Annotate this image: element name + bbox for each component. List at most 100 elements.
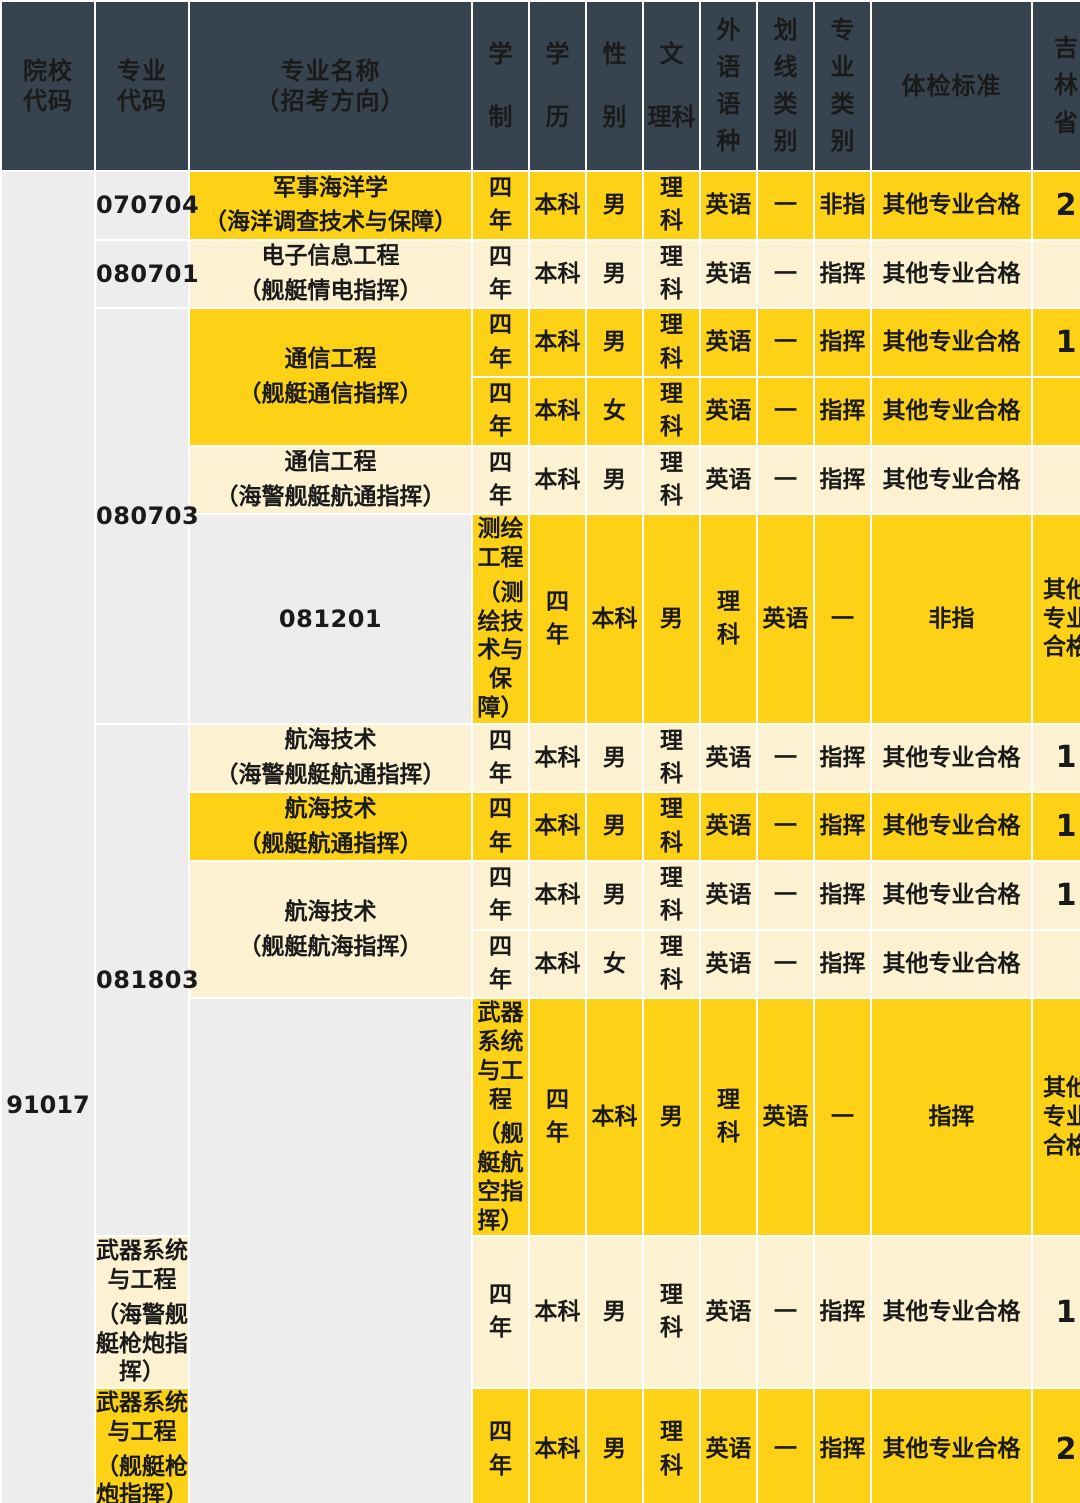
- header-major-type: 专 业 类 别: [815, 2, 870, 170]
- years-char: 四: [546, 1087, 569, 1114]
- degree-cell: 本科: [530, 240, 585, 308]
- degree-cell: 本科: [530, 724, 585, 792]
- gender-cell: 男: [587, 240, 642, 308]
- major-name-line2: （舰艇航空指挥）: [477, 1121, 524, 1234]
- major-name-cell: 武器系统与工程 （舰艇枪炮指挥）: [96, 1389, 188, 1503]
- major-name-line2: （舰艇航海指挥）: [238, 933, 423, 960]
- health-standard-cell: 其他专业合格: [1033, 999, 1080, 1236]
- table-row: 武器系统与工程 （海警舰艇枪炮指挥） 四年本科男理科英语一指挥 其他专业合格 1: [2, 1237, 1080, 1388]
- header-major-code: 专业 代码: [96, 2, 188, 170]
- major-name-line2: （海洋调查技术与保障）: [204, 209, 457, 236]
- subject-char: 理: [660, 243, 683, 270]
- school-code-cell: 91017: [2, 172, 94, 1503]
- major-name-cell: 武器系统与工程 （海警舰艇枪炮指挥）: [96, 1237, 188, 1388]
- major-name-line2: （舰艇通信指挥）: [238, 381, 423, 408]
- years-char: 四: [489, 312, 512, 339]
- years-cell: 四年: [473, 1237, 528, 1388]
- major-name-line1: 航海技术: [284, 899, 377, 925]
- years-char: 年: [489, 967, 512, 994]
- subject-cell: 理科: [644, 862, 699, 929]
- header-province-jilin: 吉 林 省: [1033, 2, 1080, 170]
- table-body: 91017 070704 军事海洋学 （海洋调查技术与保障）四年本科男理科英语一非指其…: [2, 172, 1080, 1503]
- gender-cell: 男: [587, 1389, 642, 1503]
- years-char: 四: [489, 933, 512, 960]
- major-type-cell: 指挥: [815, 309, 870, 377]
- subject-char: 理: [717, 1087, 740, 1114]
- major-name-line1: 航海技术: [284, 795, 377, 822]
- line-type-cell: 一: [758, 240, 813, 308]
- major-name-cell: 航海技术 （海警舰艇航通指挥）: [190, 724, 471, 792]
- health-standard-cell: 其他专业合格: [872, 1237, 1031, 1388]
- years-cell: 四年: [530, 515, 585, 723]
- degree-cell: 本科: [530, 862, 585, 929]
- subject-char: 科: [660, 414, 683, 441]
- language-cell: 英语: [701, 862, 756, 929]
- years-char: 年: [489, 345, 512, 372]
- quota-cell: 1: [1033, 862, 1080, 929]
- years-char: 年: [489, 483, 512, 510]
- major-name-cell: 航海技术 （舰艇航海指挥）: [190, 862, 471, 998]
- quota-cell: 1: [1033, 309, 1080, 377]
- subject-cell: 理科: [644, 793, 699, 861]
- language-cell: 英语: [701, 1389, 756, 1503]
- degree-cell: 本科: [530, 930, 585, 998]
- major-name-line2: （海警舰艇航通指挥）: [215, 484, 446, 511]
- subject-char: 理: [660, 727, 683, 754]
- subject-cell: 理科: [644, 309, 699, 377]
- health-standard-cell: 其他专业合格: [872, 378, 1031, 445]
- years-cell: 四年: [473, 240, 528, 308]
- language-cell: 英语: [758, 999, 813, 1236]
- header-degree: 学 历: [530, 2, 585, 170]
- table-row: 通信工程 （海警舰艇航通指挥） 四年本科男理科英语一指挥 其他专业合格: [2, 446, 1080, 514]
- quota-cell: [1033, 930, 1080, 998]
- years-char: 年: [489, 208, 512, 235]
- years-char: 四: [489, 381, 512, 408]
- language-cell: 英语: [701, 240, 756, 308]
- line-type-cell: 一: [758, 309, 813, 377]
- health-standard-cell: 其他专业合格: [872, 309, 1031, 377]
- subject-cell: 理科: [644, 172, 699, 239]
- header-health-standard: 体检标准: [872, 2, 1031, 170]
- language-cell: 英语: [701, 1237, 756, 1388]
- degree-cell: 本科: [530, 793, 585, 861]
- years-char: 年: [489, 761, 512, 788]
- years-char: 四: [489, 796, 512, 823]
- years-cell: 四年: [473, 793, 528, 861]
- years-char: 四: [489, 449, 512, 476]
- subject-char: 科: [660, 761, 683, 788]
- major-name-cell: 武器系统与工程 （舰艇航空指挥）: [473, 999, 528, 1236]
- subject-char: 理: [660, 1281, 683, 1308]
- subject-char: 科: [660, 483, 683, 510]
- table-row: 四年本科女理科英语一指挥 其他专业合格: [2, 930, 1080, 998]
- subject-char: 科: [660, 208, 683, 235]
- language-cell: 英语: [701, 930, 756, 998]
- degree-cell: 本科: [530, 378, 585, 445]
- major-name-cell: 军事海洋学 （海洋调查技术与保障）: [190, 172, 471, 239]
- years-char: 年: [489, 1452, 512, 1479]
- major-name-line1: 武器系统与工程: [96, 1238, 188, 1294]
- header-language: 外 语 语 种: [701, 2, 756, 170]
- table-row: 四年本科女理科英语一指挥 其他专业合格: [2, 378, 1080, 445]
- years-cell: 四年: [473, 446, 528, 514]
- major-name-line2: （海警舰艇枪炮指挥）: [96, 1301, 188, 1386]
- table-row: 080703 通信工程 （舰艇通信指挥）四年本科男理科英语一指挥 其他专业合格 1: [2, 309, 1080, 723]
- major-name-line2: （舰艇航通指挥）: [238, 830, 423, 857]
- major-name-line1: 航海技术: [284, 727, 377, 754]
- line-type-cell: 一: [758, 793, 813, 861]
- gender-cell: 男: [587, 862, 642, 929]
- health-standard-cell: 其他专业合格: [872, 862, 1031, 929]
- header-row: 院校 代码 专业 代码 专业名称 （招考方向） 学 制 学 历: [2, 2, 1080, 170]
- subject-cell: 理科: [644, 724, 699, 792]
- major-type-cell: 指挥: [815, 240, 870, 308]
- line-type-cell: 一: [758, 1237, 813, 1388]
- major-code-cell: 080703: [96, 309, 199, 723]
- subject-cell: 理科: [644, 378, 699, 445]
- years-char: 四: [489, 865, 512, 892]
- years-char: 四: [489, 727, 512, 754]
- table-header: 院校 代码 专业 代码 专业名称 （招考方向） 学 制 学 历: [2, 2, 1080, 170]
- language-cell: 英语: [758, 515, 813, 723]
- gender-cell: 女: [587, 378, 642, 445]
- header-years: 学 制: [473, 2, 528, 170]
- major-name-line1: 通信工程: [284, 346, 377, 373]
